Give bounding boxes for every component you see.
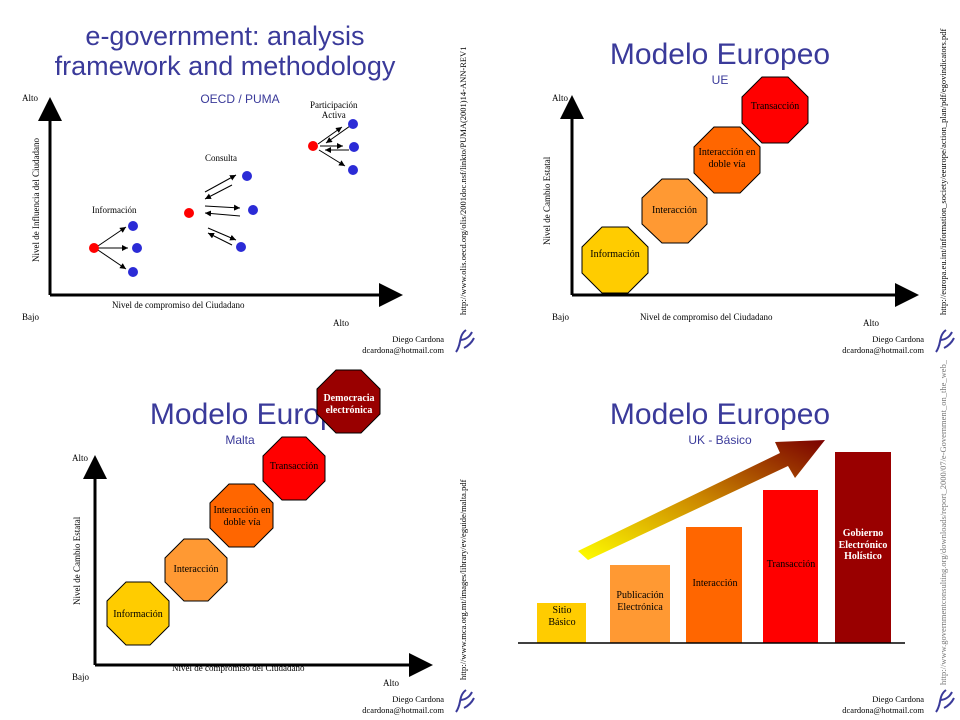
bar-label: Gobierno Electrónico Holístico (838, 528, 888, 562)
y-axis-high-label: Alto (22, 93, 39, 103)
x-axis-low-label: Bajo (72, 672, 89, 682)
red-dot (89, 243, 99, 253)
slide-ue: Modelo Europeo UE Alto Nivel de Cambio E… (480, 0, 960, 360)
blue-dot (242, 171, 252, 181)
x-axis-low-label: Bajo (552, 312, 569, 322)
stage-label: Transacción (269, 461, 319, 472)
x-axis-title: Nivel de compromiso del Ciudadano (172, 663, 305, 673)
source-url: http://www.olis.oecd.org/olis/2001doc.ns… (458, 46, 468, 315)
stage-octagon (693, 126, 761, 194)
footer-credit: Diego Cardona dcardona@hotmail.com (362, 334, 444, 356)
x-axis-low-label: Bajo (22, 312, 39, 322)
consulta-label: Consulta (205, 153, 238, 163)
source-url: http://www.governmentconsulting.org/down… (938, 360, 948, 685)
slide-subtitle: OECD / PUMA (200, 92, 280, 106)
informacion-label: Información (92, 205, 137, 215)
blue-dot (128, 221, 138, 231)
bar-label: Sitio Básico (548, 605, 576, 628)
slide-oecd: e-government: analysis framework and met… (0, 0, 480, 360)
blue-dot (348, 165, 358, 175)
slide-uk: Modelo Europeo UK - Básico Sitio Básico … (480, 360, 960, 720)
blue-dot (248, 205, 258, 215)
source-url: http://www.mca.org.mt/images/library/ev/… (458, 479, 468, 680)
y-axis-high-label: Alto (72, 453, 89, 463)
stage-octagon (316, 369, 381, 434)
stage-octagon (164, 538, 228, 602)
stage-label: Información (113, 609, 163, 620)
stage-label: Interacción (173, 564, 219, 575)
stage-octagon (106, 581, 170, 646)
bar (763, 490, 818, 643)
slide-malta: Modelo Europeo Malta Alto Nivel de Cambi… (0, 360, 480, 720)
slide-title: Modelo Europeo (609, 38, 831, 71)
x-axis-high-label: Alto (383, 678, 400, 688)
stage-label: Interacción en doble vía (698, 147, 756, 170)
x-axis-title: Nivel de compromiso del Ciudadano (640, 312, 773, 322)
x-axis-high-label: Alto (333, 318, 350, 328)
logo-icon (935, 329, 955, 353)
logo-icon (455, 689, 475, 713)
footer-credit: Diego Cardona dcardona@hotmail.com (842, 694, 924, 716)
oecd-diagram (38, 97, 403, 307)
stage-octagon (262, 436, 326, 501)
red-dot (308, 141, 318, 151)
slide-title: Modelo Europeo (609, 398, 831, 431)
participacion-label: Participación Activa (310, 100, 358, 121)
slide-subtitle: UE (711, 73, 729, 87)
logo-icon (455, 329, 475, 353)
stage-label: Democracia electrónica (323, 393, 375, 416)
slide-subtitle: Malta (225, 433, 255, 447)
stage-label: Interacción en doble vía (213, 505, 271, 528)
ue-diagram (560, 76, 919, 307)
slide-title: e-government: analysis framework and met… (54, 21, 396, 81)
x-axis-high-label: Alto (863, 318, 880, 328)
blue-dot (236, 242, 246, 252)
bar (835, 452, 891, 643)
stage-octagon (581, 226, 649, 294)
blue-dot (132, 243, 142, 253)
stage-label: Interacción (652, 205, 697, 216)
bar-label: Interacción (692, 578, 738, 589)
stage-label: Transacción (750, 101, 800, 112)
blue-dot (348, 119, 358, 129)
growth-arrow (578, 440, 825, 560)
x-axis-title: Nivel de compromiso del Ciudadano (112, 300, 245, 310)
blue-dot (349, 142, 359, 152)
footer-credit: Diego Cardona dcardona@hotmail.com (362, 694, 444, 716)
bar-label: Publicación Electrónica (616, 590, 664, 613)
stage-octagon (741, 76, 809, 144)
footer-credit: Diego Cardona dcardona@hotmail.com (842, 334, 924, 356)
logo-icon (935, 689, 955, 713)
malta-diagram (83, 369, 433, 677)
stage-octagon (209, 483, 274, 548)
bar (610, 565, 670, 643)
source-url: http://europa.eu.int/information_society… (938, 28, 948, 315)
blue-dot (128, 267, 138, 277)
red-dot (184, 208, 194, 218)
slide-subtitle: UK - Básico (688, 433, 752, 447)
bar (537, 603, 586, 643)
stage-octagon (641, 178, 708, 244)
stage-label: Información (590, 249, 640, 260)
bar-label: Transacción (766, 559, 816, 570)
bar (686, 527, 742, 643)
uk-bar-diagram (518, 440, 905, 644)
